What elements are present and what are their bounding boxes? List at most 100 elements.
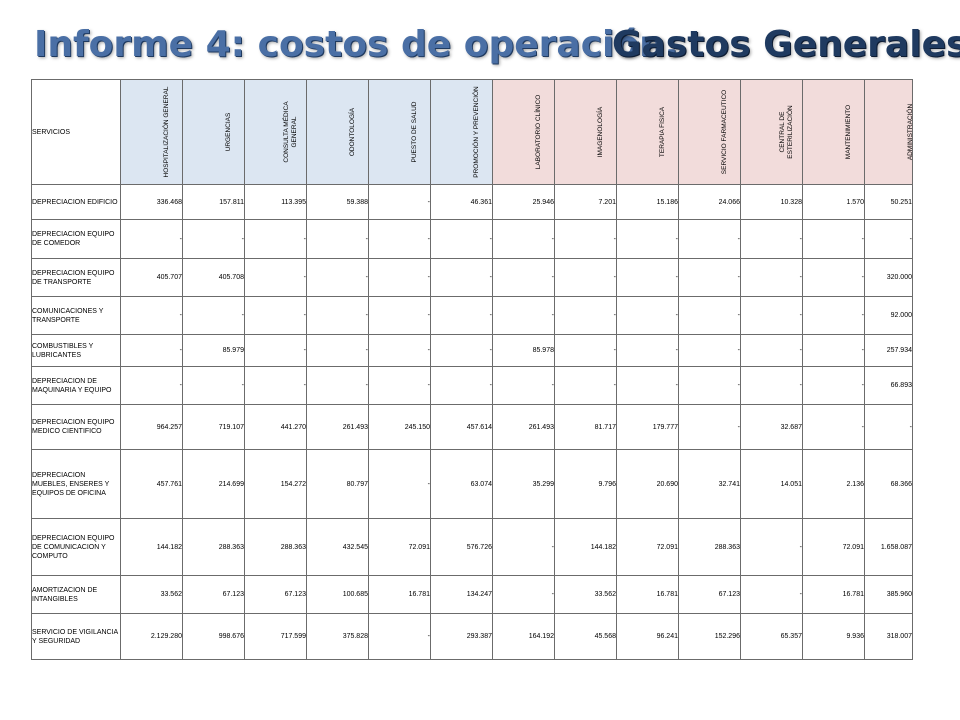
table-cell: -: [492, 518, 555, 576]
table-cell: -: [120, 334, 183, 367]
row-label: DEPRECIACION EQUIPO MEDICO CIENTIFICO: [31, 404, 121, 450]
table-row: COMUNICACIONES Y TRANSPORTE - - - - - - - - - - - -9…: [31, 296, 913, 335]
table-cell: 32.687: [740, 404, 803, 450]
table-cell: 72.091: [368, 518, 431, 576]
table-cell: -: [368, 219, 431, 259]
table-row: DEPRECIACION MUEBLES, ENSERES Y EQUIPOS …: [31, 449, 913, 519]
column-header: URGENCIAS: [182, 79, 245, 185]
table-cell: 50.251: [864, 184, 913, 220]
table-cell: -: [678, 258, 741, 297]
table-row: DEPRECIACION DE MAQUINARIA Y EQUIPO - - - - -…: [31, 366, 913, 405]
table-cell: 432.545: [306, 518, 369, 576]
table-cell: -: [554, 258, 617, 297]
table-cell: -: [306, 219, 369, 259]
table-cell: 67.123: [244, 575, 307, 614]
table-cell: -: [740, 219, 803, 259]
table-cell: 288.363: [244, 518, 307, 576]
table-cell: 67.123: [678, 575, 741, 614]
table-cell: 405.708: [182, 258, 245, 297]
table-cell: 85.978: [492, 334, 555, 367]
table-cell: -: [244, 296, 307, 335]
column-header-label: ODONTOLOGÍA: [349, 107, 356, 157]
table-cell: 80.797: [306, 449, 369, 519]
row-label: DEPRECIACION MUEBLES, ENSERES Y EQUIPOS …: [31, 449, 121, 519]
table-cell: 318.007: [864, 613, 913, 660]
table-cell: 998.676: [182, 613, 245, 660]
table-cell: 375.828: [306, 613, 369, 660]
table-cell: -: [182, 296, 245, 335]
table-cell: 35.299: [492, 449, 555, 519]
table-cell: 72.091: [616, 518, 679, 576]
row-label: COMUNICACIONES Y TRANSPORTE: [31, 296, 121, 335]
column-header-label: PUESTO DE SALUD: [411, 101, 418, 163]
table-cell: -: [802, 296, 865, 335]
table-cell: -: [430, 296, 493, 335]
table-cell: 16.781: [616, 575, 679, 614]
table-cell: 15.186: [616, 184, 679, 220]
table-cell: 288.363: [678, 518, 741, 576]
table-cell: 46.361: [430, 184, 493, 220]
table-cell: 288.363: [182, 518, 245, 576]
table-cell: 25.946: [492, 184, 555, 220]
column-header-label: CONSULTA MÉDICA GENERAL: [283, 101, 298, 163]
table-cell: -: [740, 258, 803, 297]
row-label: SERVICIO DE VIGILANCIA Y SEGURIDAD: [31, 613, 121, 660]
table-cell: -: [430, 334, 493, 367]
table-cell: 1.570: [802, 184, 865, 220]
column-header-label: PROMOCIÓN Y PREVENCIÓN: [473, 86, 480, 178]
table-row: AMORTIZACION DE INTANGIBLES 33.562 67.123 6…: [31, 575, 913, 614]
column-header-label: TERAPIA FISICA: [659, 106, 666, 158]
table-cell: 179.777: [616, 404, 679, 450]
table-cell: 65.357: [740, 613, 803, 660]
column-header: PROMOCIÓN Y PREVENCIÓN: [430, 79, 493, 185]
table-cell: 144.182: [120, 518, 183, 576]
table-cell: -: [182, 219, 245, 259]
column-header-label: SERVICIO FARMACEUTICO: [721, 89, 728, 175]
table-cell: 16.781: [368, 575, 431, 614]
table-cell: -: [740, 296, 803, 335]
table-cell: 32.741: [678, 449, 741, 519]
table-cell: -: [616, 296, 679, 335]
table-cell: 457.761: [120, 449, 183, 519]
table-cell: -: [616, 366, 679, 405]
table-cell: -: [492, 219, 555, 259]
table-cell: 24.066: [678, 184, 741, 220]
table-cell: -: [554, 219, 617, 259]
table-cell: 214.699: [182, 449, 245, 519]
table-cell: -: [306, 258, 369, 297]
table-cell: 68.366: [864, 449, 913, 519]
table-cell: -: [368, 449, 431, 519]
table-cell: -: [678, 219, 741, 259]
table-row: DEPRECIACION EQUIPO MEDICO CIENTIFICO 964…: [31, 404, 913, 450]
table-cell: -: [430, 366, 493, 405]
table-row: SERVICIO DE VIGILANCIA Y SEGURIDAD 2.129.…: [31, 613, 913, 660]
table-cell: 257.934: [864, 334, 913, 367]
table-cell: -: [802, 334, 865, 367]
table-cell: 261.493: [306, 404, 369, 450]
row-label: DEPRECIACION EQUIPO DE TRANSPORTE: [31, 258, 121, 297]
column-header: ODONTOLOGÍA: [306, 79, 369, 185]
table-cell: -: [306, 296, 369, 335]
table-cell: -: [368, 296, 431, 335]
table-cell: 261.493: [492, 404, 555, 450]
table-cell: 719.107: [182, 404, 245, 450]
table-cell: 1.658.087: [864, 518, 913, 576]
table-cell: 113.395: [244, 184, 307, 220]
table-cell: -: [368, 258, 431, 297]
table-cell: 144.182: [554, 518, 617, 576]
column-header: PUESTO DE SALUD: [368, 79, 431, 185]
row-label: DEPRECIACION EQUIPO DE COMEDOR: [31, 219, 121, 259]
table-cell: -: [244, 258, 307, 297]
table-cell: -: [616, 334, 679, 367]
row-label: DEPRECIACION EDIFICIO: [31, 184, 121, 220]
column-header: HOSPITALIZACIÓN GENERAL: [120, 79, 183, 185]
table-cell: -: [802, 404, 865, 450]
table-cell: -: [244, 366, 307, 405]
table-cell: -: [864, 219, 913, 259]
table-row: DEPRECIACION EQUIPO DE COMUNICACION Y CO…: [31, 518, 913, 576]
column-header-label: CENTRAL DE ESTERILIZACIÓN: [779, 105, 794, 159]
table-cell: -: [678, 334, 741, 367]
table-cell: -: [492, 575, 555, 614]
table-cell: -: [120, 219, 183, 259]
table-cell: 576.726: [430, 518, 493, 576]
